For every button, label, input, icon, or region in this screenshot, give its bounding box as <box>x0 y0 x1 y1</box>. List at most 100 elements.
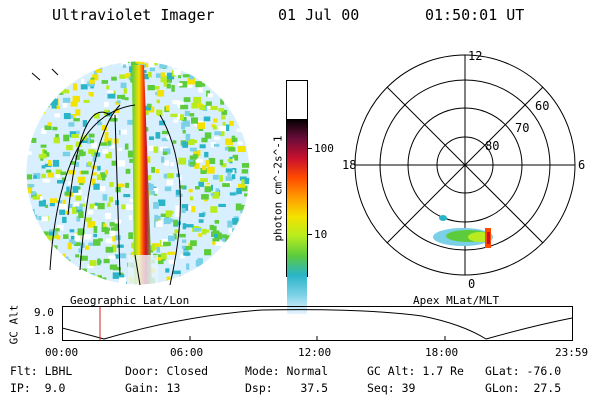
image-pixel <box>213 143 220 147</box>
image-pixel <box>145 108 149 116</box>
image-pixel <box>147 85 155 91</box>
image-pixel <box>94 205 100 210</box>
image-pixel <box>55 273 60 280</box>
image-pixel <box>193 150 201 157</box>
image-pixel <box>63 134 70 142</box>
image-pixel <box>97 119 101 126</box>
image-pixel <box>123 88 127 94</box>
image-pixel <box>55 265 60 272</box>
image-pixel <box>72 83 78 91</box>
image-pixel <box>212 285 219 290</box>
image-pixel <box>154 214 158 222</box>
image-pixel <box>244 193 250 197</box>
image-pixel <box>93 233 98 238</box>
image-pixel <box>94 152 101 157</box>
image-pixel <box>83 234 92 240</box>
image-pixel <box>22 131 26 138</box>
colorbar-tick-100: 100 <box>314 142 334 155</box>
image-pixel <box>243 63 250 70</box>
image-pixel <box>107 93 116 99</box>
image-pixel <box>257 225 260 229</box>
image-pixel <box>109 182 114 187</box>
image-pixel <box>244 243 248 248</box>
image-pixel <box>26 70 27 74</box>
xtick-0000: 00:00 <box>45 346 79 359</box>
image-pixel <box>70 101 78 107</box>
image-pixel <box>120 129 127 135</box>
image-pixel <box>93 70 98 76</box>
image-pixel <box>255 98 260 104</box>
image-pixel <box>55 174 60 178</box>
image-pixel <box>104 132 109 139</box>
image-pixel <box>258 257 260 260</box>
image-pixel <box>216 266 221 271</box>
image-pixel <box>210 142 217 148</box>
image-pixel <box>182 74 190 78</box>
image-pixel <box>196 288 201 291</box>
xtick-0600: 06:00 <box>170 346 204 359</box>
image-pixel <box>229 252 235 259</box>
image-pixel <box>61 89 70 94</box>
image-pixel <box>255 204 259 208</box>
image-pixel <box>189 147 197 152</box>
image-pixel <box>166 276 171 282</box>
image-pixel <box>256 156 260 160</box>
image-pixel <box>112 272 120 279</box>
image-pixel <box>168 259 177 265</box>
info-gain: Gain: 13 <box>125 381 181 395</box>
image-pixel <box>94 113 100 119</box>
image-pixel <box>229 99 236 104</box>
image-pixel <box>163 241 171 246</box>
image-pixel <box>255 189 259 192</box>
image-pixel <box>148 145 155 151</box>
image-pixel <box>40 144 47 148</box>
image-pixel <box>191 102 199 109</box>
image-pixel <box>101 80 109 84</box>
image-pixel <box>209 293 213 295</box>
image-pixel <box>21 170 26 175</box>
image-pixel <box>202 165 206 171</box>
image-pixel <box>68 203 73 209</box>
image-pixel <box>111 160 117 166</box>
image-pixel <box>232 174 236 180</box>
image-pixel <box>251 277 259 282</box>
image-pixel <box>149 67 156 72</box>
image-pixel <box>119 74 126 79</box>
image-pixel <box>86 63 93 71</box>
image-pixel <box>150 187 159 194</box>
image-pixel <box>182 239 187 243</box>
image-pixel <box>166 83 171 89</box>
image-pixel <box>175 189 181 195</box>
image-pixel <box>78 248 83 253</box>
image-pixel <box>89 203 96 209</box>
image-pixel <box>27 257 32 264</box>
image-pixel <box>212 280 217 285</box>
image-pixel <box>104 284 112 285</box>
image-pixel <box>49 203 55 207</box>
image-pixel <box>159 61 168 69</box>
image-pixel <box>220 234 227 240</box>
image-pixel <box>113 235 121 241</box>
image-pixel <box>218 203 226 208</box>
image-pixel <box>124 97 129 101</box>
image-pixel <box>221 250 228 258</box>
image-pixel <box>164 186 172 192</box>
image-pixel <box>214 136 221 140</box>
image-pixel <box>73 202 80 207</box>
image-pixel <box>143 105 151 111</box>
image-pixel <box>201 228 207 235</box>
image-pixel <box>47 122 52 127</box>
image-pixel <box>245 91 250 96</box>
image-pixel <box>191 206 196 213</box>
image-pixel <box>79 255 88 261</box>
image-pixel <box>246 76 250 80</box>
image-pixel <box>258 165 260 170</box>
image-pixel <box>238 88 244 93</box>
image-pixel <box>87 221 96 228</box>
image-pixel <box>101 176 106 181</box>
image-pixel <box>45 84 52 91</box>
colorbar-tick-10: 10 <box>314 228 328 241</box>
image-pixel <box>176 221 181 225</box>
image-pixel <box>236 128 244 132</box>
image-pixel <box>69 239 76 245</box>
